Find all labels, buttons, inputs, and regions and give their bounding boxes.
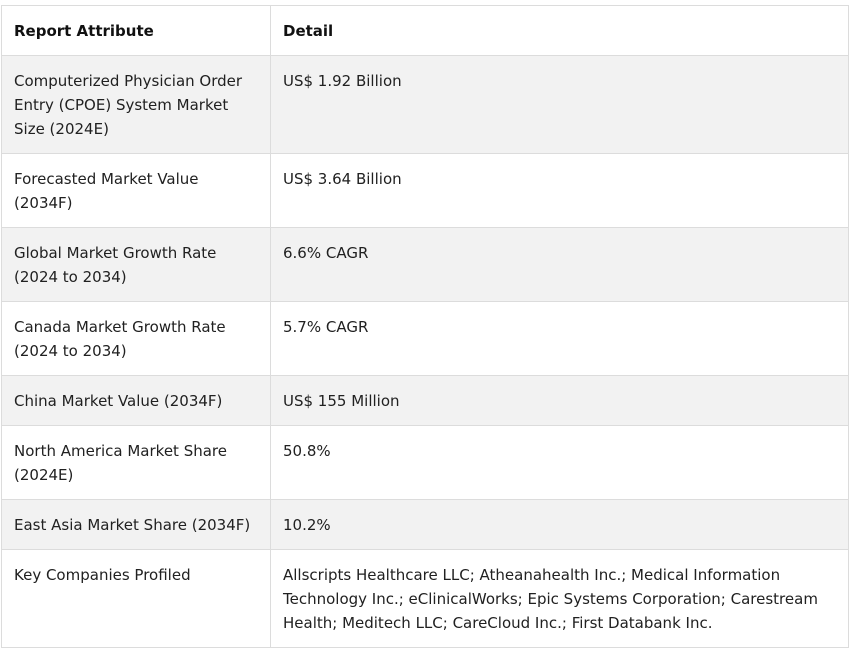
detail-cell: Allscripts Healthcare LLC; Atheanahealth… — [270, 549, 849, 648]
attribute-cell: North America Market Share (2024E) — [1, 425, 271, 500]
header-report-attribute: Report Attribute — [1, 5, 271, 56]
detail-cell: 5.7% CAGR — [270, 301, 849, 376]
detail-cell: 6.6% CAGR — [270, 227, 849, 302]
report-attributes-table: Report Attribute Detail Computerized Phy… — [1, 5, 849, 648]
attribute-cell: Forecasted Market Value (2034F) — [1, 153, 271, 228]
table-row: Global Market Growth Rate (2024 to 2034)… — [1, 227, 849, 302]
detail-cell: 10.2% — [270, 499, 849, 550]
detail-cell: 50.8% — [270, 425, 849, 500]
table-row: China Market Value (2034F) US$ 155 Milli… — [1, 375, 849, 426]
attribute-cell: Computerized Physician Order Entry (CPOE… — [1, 55, 271, 154]
header-detail: Detail — [270, 5, 849, 56]
table-row: East Asia Market Share (2034F) 10.2% — [1, 499, 849, 550]
table-row: Canada Market Growth Rate (2024 to 2034)… — [1, 301, 849, 376]
table-header-row: Report Attribute Detail — [1, 5, 849, 56]
attribute-cell: Canada Market Growth Rate (2024 to 2034) — [1, 301, 271, 376]
table-row: Key Companies Profiled Allscripts Health… — [1, 549, 849, 648]
table-row: North America Market Share (2024E) 50.8% — [1, 425, 849, 500]
table-row: Forecasted Market Value (2034F) US$ 3.64… — [1, 153, 849, 228]
detail-cell: US$ 3.64 Billion — [270, 153, 849, 228]
detail-cell: US$ 1.92 Billion — [270, 55, 849, 154]
detail-cell: US$ 155 Million — [270, 375, 849, 426]
attribute-cell: Global Market Growth Rate (2024 to 2034) — [1, 227, 271, 302]
table-row: Computerized Physician Order Entry (CPOE… — [1, 55, 849, 154]
attribute-cell: China Market Value (2034F) — [1, 375, 271, 426]
attribute-cell: Key Companies Profiled — [1, 549, 271, 648]
attribute-cell: East Asia Market Share (2034F) — [1, 499, 271, 550]
